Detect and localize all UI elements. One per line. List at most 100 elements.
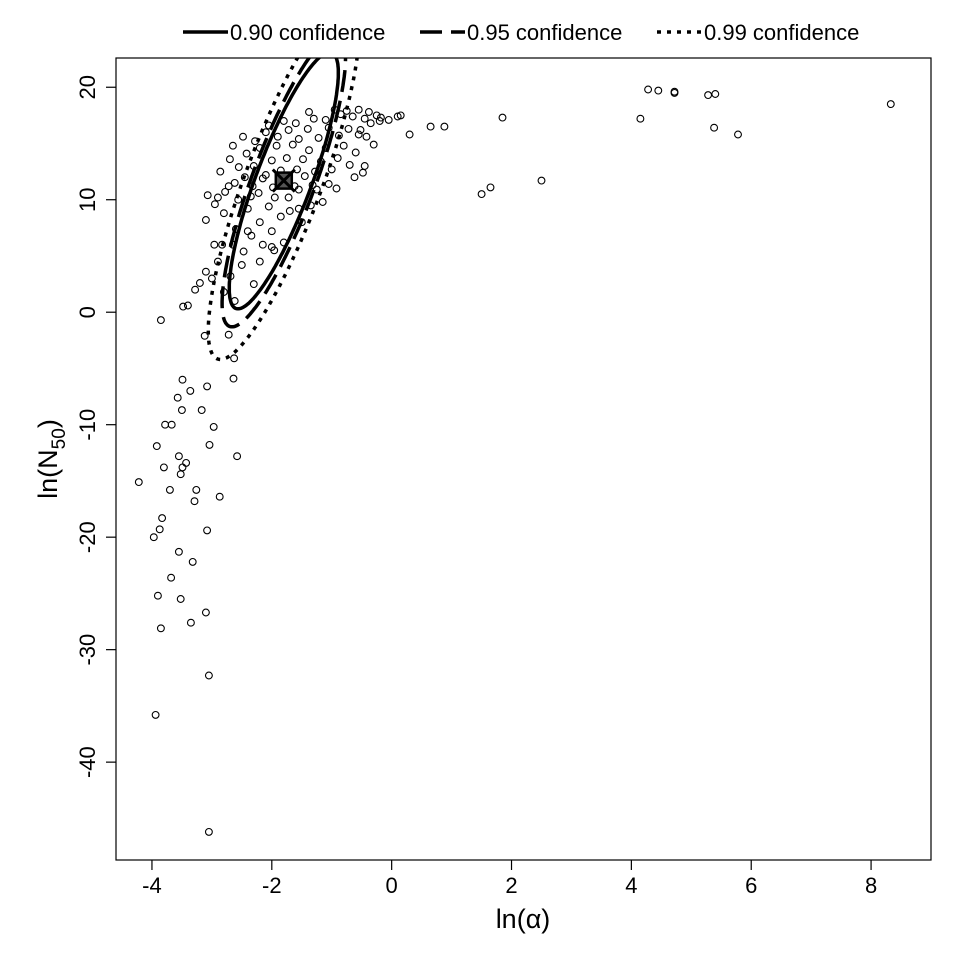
- data-point: [167, 420, 176, 429]
- data-point: [237, 261, 246, 269]
- data-point: [228, 240, 237, 249]
- confidence-contours: [206, 58, 359, 362]
- data-point: [243, 204, 252, 213]
- data-point: [204, 827, 213, 836]
- data-point: [249, 162, 258, 170]
- data-point: [264, 121, 273, 130]
- data-point: [440, 122, 449, 131]
- data-point: [203, 191, 212, 200]
- x-tick-label: 4: [625, 873, 637, 898]
- mle-marker: [271, 168, 296, 193]
- data-point: [221, 187, 230, 196]
- data-point: [267, 227, 276, 236]
- data-point: [654, 86, 663, 95]
- x-tick-label: -2: [262, 873, 282, 898]
- data-point: [324, 123, 333, 132]
- data-point: [498, 113, 507, 122]
- data-point: [255, 144, 264, 152]
- data-point: [209, 422, 218, 431]
- data-point: [258, 174, 267, 183]
- data-point: [195, 279, 204, 287]
- y-tick-label: -20: [75, 521, 100, 553]
- data-point: [345, 160, 354, 169]
- data-point: [167, 573, 176, 582]
- data-point: [183, 301, 192, 310]
- data-point: [711, 90, 720, 98]
- data-point: [316, 157, 325, 166]
- data-point: [174, 547, 183, 556]
- data-point: [201, 267, 210, 276]
- data-point: [303, 124, 312, 133]
- data-point: [188, 557, 197, 566]
- data-point: [537, 176, 546, 185]
- data-point: [233, 452, 242, 461]
- data-point: [201, 608, 210, 617]
- data-point: [203, 526, 212, 535]
- y-tick-label: -40: [75, 746, 100, 778]
- data-point: [332, 184, 341, 193]
- data-point: [294, 135, 303, 143]
- data-point: [225, 155, 234, 164]
- data-point: [284, 126, 293, 134]
- data-point: [321, 144, 330, 152]
- data-point: [306, 201, 315, 210]
- data-point: [201, 216, 210, 224]
- data-point: [178, 463, 187, 472]
- data-point: [372, 111, 381, 120]
- x-tick-label: 2: [505, 873, 517, 898]
- data-point: [149, 533, 158, 542]
- y-axis-label: ln(N50): [33, 419, 70, 499]
- data-point: [362, 132, 371, 141]
- data-point: [282, 154, 291, 163]
- y-axis: -40 -30 -20 -10 0 10 20: [75, 75, 116, 778]
- data-points: [134, 85, 895, 836]
- data-point: [156, 316, 165, 325]
- data-point: [210, 240, 219, 249]
- data-point: [153, 591, 162, 600]
- data-point: [248, 182, 257, 191]
- data-point: [186, 386, 195, 395]
- data-point: [234, 195, 243, 204]
- data-point: [251, 137, 259, 146]
- data-point: [324, 180, 333, 188]
- data-point: [670, 88, 679, 97]
- data-point: [192, 485, 201, 494]
- data-point: [190, 497, 199, 506]
- data-point: [734, 130, 742, 139]
- data-point: [267, 156, 276, 165]
- data-point: [308, 181, 317, 190]
- data-point: [197, 406, 206, 415]
- data-point: [297, 218, 306, 227]
- data-point: [234, 163, 243, 172]
- data-point: [300, 172, 309, 181]
- data-point: [165, 485, 174, 494]
- data-point: [330, 105, 339, 114]
- data-point: [636, 114, 645, 123]
- data-point: [224, 330, 233, 339]
- data-point: [354, 130, 363, 139]
- data-point: [294, 204, 303, 213]
- data-point: [255, 257, 264, 266]
- x-tick-label: -4: [142, 873, 162, 898]
- data-point: [291, 119, 300, 128]
- data-point: [179, 302, 188, 311]
- data-point: [242, 149, 251, 158]
- x-tick-label: 0: [386, 873, 398, 898]
- data-point: [312, 185, 321, 194]
- data-point: [173, 393, 182, 402]
- data-point: [333, 154, 342, 163]
- data-point: [305, 146, 313, 155]
- data-point: [213, 257, 222, 266]
- confidence-ellipse-dashed: [220, 58, 348, 329]
- data-point: [230, 178, 239, 187]
- data-point: [239, 132, 247, 141]
- data-point: [299, 155, 307, 164]
- data-point: [344, 124, 353, 133]
- data-point: [239, 247, 248, 256]
- data-point: [229, 374, 238, 383]
- legend: 0.90 confidence 0.95 confidence 0.99 confi…: [183, 20, 859, 45]
- data-point: [305, 108, 313, 116]
- data-point: [351, 148, 360, 157]
- mle-cross-b: [271, 168, 296, 193]
- y-axis-label-main: ln(N: [33, 449, 63, 499]
